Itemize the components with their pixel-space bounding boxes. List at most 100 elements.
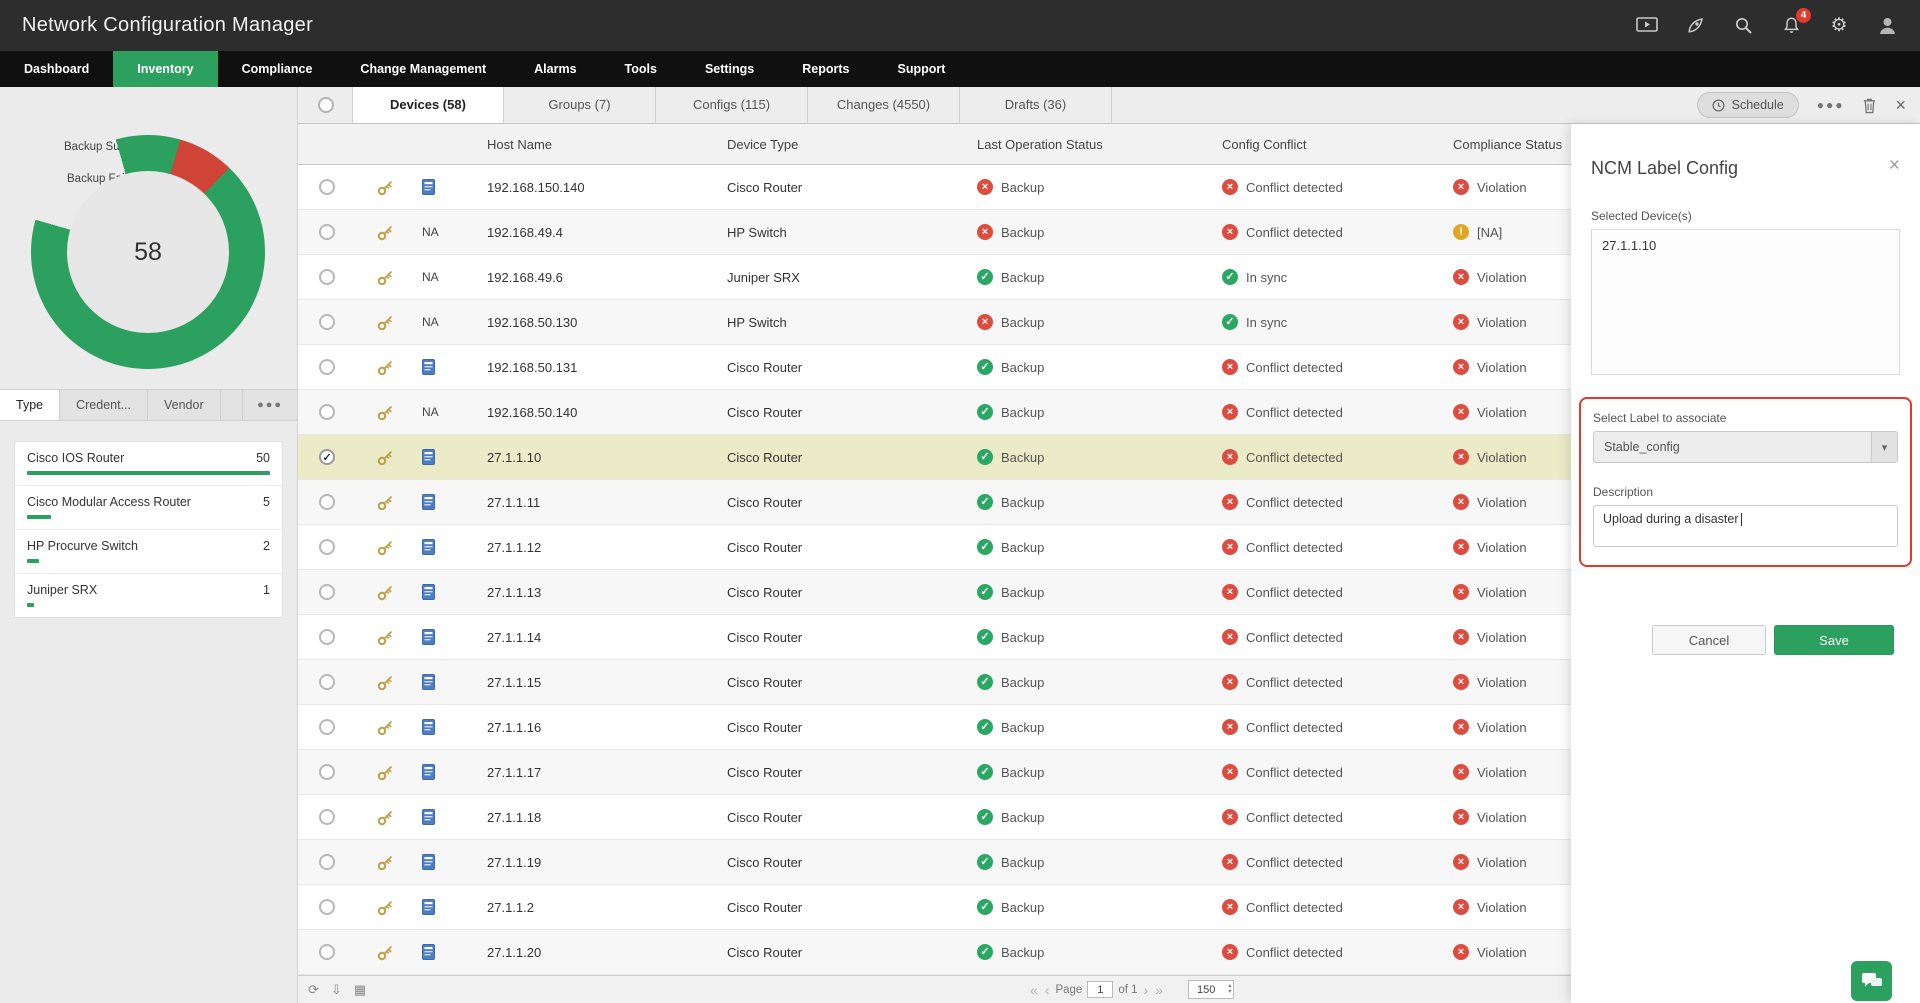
page-number-input[interactable]: 1 — [1087, 981, 1114, 998]
tab-configs[interactable]: Configs (115) — [656, 87, 808, 123]
nav-item-support[interactable]: Support — [897, 62, 946, 76]
notifications-bell-icon[interactable]: 4 — [1780, 7, 1811, 37]
export-icon[interactable]: ⇩ — [330, 981, 342, 997]
row-select-radio[interactable] — [319, 224, 335, 240]
host-name[interactable]: 192.168.49.4 — [487, 224, 563, 240]
host-name[interactable]: 27.1.1.20 — [487, 944, 542, 960]
status-label: Conflict detected — [1246, 629, 1343, 645]
col-host-name[interactable]: Host Name — [487, 136, 553, 152]
row-select-radio[interactable]: ✓ — [319, 449, 335, 465]
row-select-radio[interactable] — [319, 584, 335, 600]
chat-fab-button[interactable] — [1851, 961, 1892, 1001]
key-icon — [377, 269, 394, 286]
page-size-stepper-icon[interactable]: ▴ ▾ — [1228, 983, 1232, 995]
label-dropdown[interactable]: Stable_config ▾ — [1593, 431, 1898, 463]
host-name[interactable]: 27.1.1.12 — [487, 539, 542, 555]
row-select-radio[interactable] — [319, 404, 335, 420]
next-page-icon[interactable]: › — [1143, 981, 1149, 998]
col-device-type[interactable]: Device Type — [727, 136, 799, 152]
col-config-conflict[interactable]: Config Conflict — [1222, 136, 1307, 152]
nav-item-change-management[interactable]: Change Management — [360, 62, 487, 76]
row-select-radio[interactable] — [319, 719, 335, 735]
host-name[interactable]: 27.1.1.18 — [487, 809, 542, 825]
row-select-cell — [298, 629, 356, 645]
row-select-radio[interactable] — [319, 314, 335, 330]
column-chooser-icon[interactable]: ▦ — [353, 981, 367, 997]
row-select-radio[interactable] — [319, 359, 335, 375]
tab-devices[interactable]: Devices (58) — [352, 87, 504, 123]
nav-item-compliance[interactable]: Compliance — [241, 62, 313, 76]
delete-trash-icon[interactable] — [1862, 97, 1877, 114]
page-size-select[interactable]: 150 ▴ ▾ — [1188, 980, 1235, 999]
col-last-operation-status[interactable]: Last Operation Status — [977, 136, 1103, 152]
nav-item-tools[interactable]: Tools — [624, 62, 657, 76]
row-select-radio[interactable] — [319, 269, 335, 285]
host-name[interactable]: 27.1.1.13 — [487, 584, 542, 600]
row-select-radio[interactable] — [319, 764, 335, 780]
tab-drafts[interactable]: Drafts (36) — [960, 87, 1112, 123]
rocket-icon[interactable] — [1684, 15, 1706, 37]
tab-groups[interactable]: Groups (7) — [504, 87, 656, 123]
save-button[interactable]: Save — [1774, 625, 1894, 655]
close-view-icon[interactable]: × — [1895, 95, 1906, 115]
row-select-radio[interactable] — [319, 944, 335, 960]
chevron-down-icon[interactable]: ▾ — [1871, 432, 1897, 462]
nav-item-dashboard[interactable]: Dashboard — [24, 62, 90, 76]
tab-changes[interactable]: Changes (4550) — [808, 87, 960, 123]
sidebar-tab-credent[interactable]: Credent... — [60, 390, 148, 420]
host-name[interactable]: 27.1.1.14 — [487, 629, 542, 645]
sidebar-tab-vendor[interactable]: Vendor — [148, 390, 221, 420]
row-select-radio[interactable] — [319, 899, 335, 915]
user-avatar-icon[interactable] — [1876, 15, 1898, 37]
host-name[interactable]: 192.168.50.131 — [487, 359, 578, 375]
panel-close-icon[interactable]: × — [1888, 155, 1900, 176]
refresh-icon[interactable]: ⟳ — [308, 981, 319, 997]
row-select-radio[interactable] — [319, 539, 335, 555]
more-actions-icon[interactable]: ●●● — [1816, 98, 1845, 112]
type-list-item[interactable]: Cisco Modular Access Router 5 — [15, 486, 282, 530]
device-type: Cisco Router — [727, 764, 803, 780]
last-page-icon[interactable]: » — [1155, 981, 1163, 998]
host-name[interactable]: 192.168.49.6 — [487, 269, 563, 285]
notification-badge: 4 — [1796, 7, 1811, 23]
row-select-radio[interactable] — [319, 179, 335, 195]
host-name[interactable]: 192.168.150.140 — [487, 179, 585, 195]
nav-item-settings[interactable]: Settings — [704, 62, 755, 76]
host-name[interactable]: 27.1.1.17 — [487, 764, 542, 780]
row-select-radio[interactable] — [319, 809, 335, 825]
cancel-button[interactable]: Cancel — [1652, 625, 1766, 655]
host-name[interactable]: 27.1.1.11 — [487, 494, 541, 510]
sidebar-tab-type[interactable]: Type — [0, 390, 61, 420]
settings-gear-icon[interactable]: ⚙ — [1828, 15, 1850, 37]
key-icon — [377, 179, 394, 196]
row-select-radio[interactable] — [319, 629, 335, 645]
type-list-item[interactable]: Juniper SRX 1 — [15, 574, 282, 617]
row-select-radio[interactable] — [319, 674, 335, 690]
presentation-icon[interactable] — [1636, 15, 1658, 37]
col-compliance-status[interactable]: Compliance Status — [1453, 136, 1563, 152]
sidebar-tabs-more-icon[interactable]: ●●● — [242, 390, 297, 420]
host-name[interactable]: 27.1.1.16 — [487, 719, 542, 735]
status-label: Violation — [1477, 314, 1527, 330]
row-select-radio[interactable] — [319, 494, 335, 510]
search-icon[interactable] — [1732, 15, 1754, 37]
schedule-button[interactable]: Schedule — [1696, 92, 1799, 118]
host-name[interactable]: 27.1.1.15 — [487, 674, 542, 690]
nav-item-alarms[interactable]: Alarms — [534, 62, 577, 76]
select-all-radio[interactable] — [318, 97, 334, 113]
host-name[interactable]: 192.168.50.130 — [487, 314, 578, 330]
host-name[interactable]: 192.168.50.140 — [487, 404, 578, 420]
host-name[interactable]: 27.1.1.2 — [487, 899, 534, 915]
first-page-icon[interactable]: « — [1030, 981, 1038, 998]
host-name[interactable]: 27.1.1.10 — [487, 449, 542, 465]
type-list-item[interactable]: Cisco IOS Router 50 — [15, 442, 282, 486]
type-list-item[interactable]: HP Procurve Switch 2 — [15, 530, 282, 574]
compliance-status: × Violation — [1453, 179, 1920, 195]
nav-item-inventory[interactable]: Inventory — [113, 51, 218, 87]
prev-page-icon[interactable]: ‹ — [1044, 981, 1050, 998]
row-select-radio[interactable] — [319, 854, 335, 870]
nav-item-reports[interactable]: Reports — [802, 62, 850, 76]
host-name[interactable]: 27.1.1.19 — [487, 854, 542, 870]
description-input[interactable]: Upload during a disaster — [1593, 505, 1898, 547]
page-label: Page — [1055, 983, 1083, 996]
